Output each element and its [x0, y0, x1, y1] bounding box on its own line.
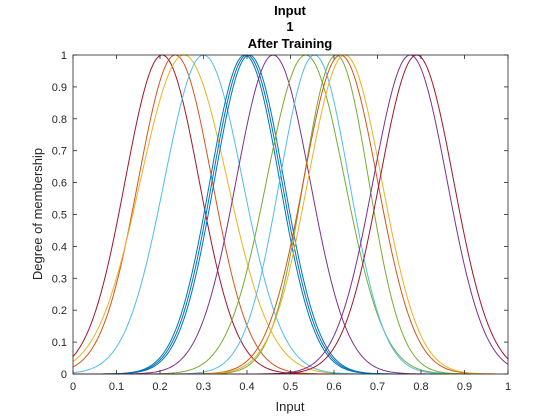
x-tick-label: 0.1 — [109, 381, 124, 393]
y-tick-label: 0.3 — [52, 273, 67, 285]
y-tick-label: 0.2 — [52, 305, 67, 317]
x-tick-label: 0.4 — [239, 381, 254, 393]
y-tick-label: 0.4 — [52, 241, 67, 253]
y-tick-label: 0.7 — [52, 146, 67, 158]
y-axis-label: Degree of membership — [30, 148, 45, 280]
y-axis-ticks: 0 0.1 0.2 0.3 0.4 0.5 0.6 0.7 0.8 0.9 1 — [52, 50, 508, 381]
y-tick-label: 0 — [61, 369, 67, 381]
membership-curves — [72, 54, 509, 375]
x-tick-label: 0.8 — [413, 381, 428, 393]
chart-title: Input 1 After Training — [248, 3, 333, 51]
x-tick-label: 0.6 — [326, 381, 341, 393]
y-tick-label: 0.5 — [52, 210, 67, 222]
x-tick-label: 0.9 — [457, 381, 472, 393]
y-tick-label: 1 — [61, 50, 67, 62]
y-tick-label: 0.1 — [52, 337, 67, 349]
x-tick-label: 0.3 — [196, 381, 211, 393]
x-tick-label: 0.5 — [283, 381, 298, 393]
y-tick-label: 0.8 — [52, 114, 67, 126]
membership-curve-7 — [73, 54, 508, 375]
title-line-3: After Training — [248, 36, 333, 51]
x-tick-label: 0.7 — [370, 381, 385, 393]
title-line-1: Input — [274, 3, 306, 18]
x-tick-label: 0 — [70, 381, 76, 393]
y-tick-label: 0.9 — [52, 82, 67, 94]
x-axis-ticks: 0 0.1 0.2 0.3 0.4 0.5 0.6 0.7 0.8 0.9 1 — [70, 55, 511, 393]
x-tick-label: 0.2 — [152, 381, 167, 393]
x-tick-label: 1 — [505, 381, 511, 393]
x-axis-label: Input — [276, 399, 305, 414]
y-tick-label: 0.6 — [52, 178, 67, 190]
title-line-2: 1 — [286, 19, 293, 34]
